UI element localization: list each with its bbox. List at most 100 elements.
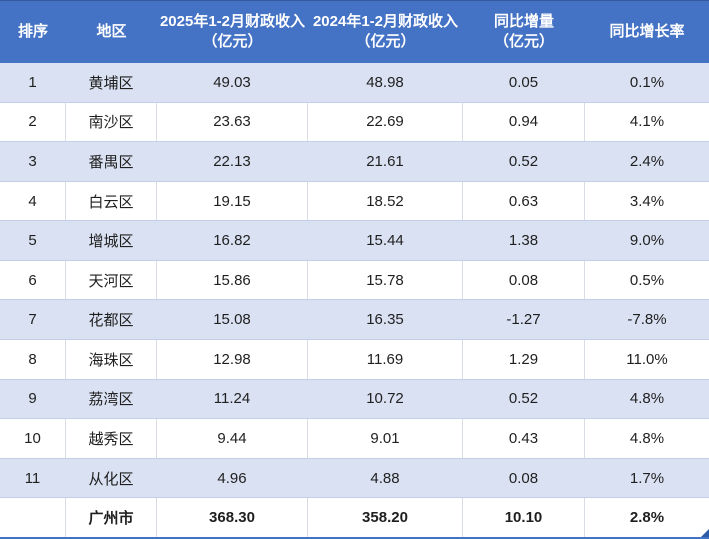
header-yoy-delta-label: 同比增量 (493, 13, 554, 30)
revenue-2025-cell: 16.82 (213, 232, 251, 250)
yoy-delta-cell: 1.38 (508, 232, 539, 250)
table-row: 6 天河区 15.86 15.78 0.08 0.5% (0, 259, 709, 300)
revenue-2024-cell: 22.69 (308, 102, 463, 142)
header-revenue-2025-label: 2025年1-2月财政收入 (159, 13, 306, 30)
rank-cell: 6 (0, 260, 66, 300)
header-yoy-delta-sub: （亿元） (493, 33, 554, 50)
growth-rate-cell: 1.7% (629, 469, 665, 487)
region-cell: 增城区 (88, 233, 134, 251)
table-row: 11 从化区 4.96 4.88 0.08 1.7% (0, 457, 709, 498)
revenue-2024-cell: 16.35 (366, 311, 404, 329)
table-row: 7 花都区 15.08 16.35 -1.27 -7.8% (0, 299, 709, 340)
region-cell: 黄埔区 (88, 74, 134, 92)
yoy-delta-cell: 0.52 (508, 390, 539, 408)
growth-rate-cell: 0.1% (629, 73, 665, 91)
header-rank-label: 排序 (17, 23, 48, 40)
region-cell: 海珠区 (66, 340, 157, 379)
revenue-2024-cell: 18.52 (308, 181, 463, 221)
table-row: 9 荔湾区 11.24 10.72 0.52 4.8% (0, 378, 709, 419)
growth-rate-cell: 11.0% (626, 350, 668, 368)
region-cell: 广州市 (66, 498, 157, 537)
table-row: 10 越秀区 9.44 9.01 0.43 4.8% (0, 418, 709, 458)
fill-handle-icon (701, 529, 709, 537)
yoy-delta-cell: -1.27 (506, 311, 541, 329)
revenue-2025-cell: 9.44 (157, 419, 308, 458)
yoy-delta-cell: 0.63 (463, 181, 585, 221)
rank-cell: 11 (24, 469, 41, 487)
revenue-2025-cell: 4.96 (217, 469, 247, 487)
yoy-delta-cell: 0.94 (463, 102, 585, 142)
revenue-2025-cell: 22.13 (213, 152, 251, 170)
rank-cell: 5 (28, 232, 37, 250)
table-row: 5 增城区 16.82 15.44 1.38 9.0% (0, 220, 709, 260)
table-row: 1 黄埔区 49.03 48.98 0.05 0.1% (0, 63, 709, 102)
region-cell: 白云区 (66, 181, 157, 221)
revenue-2024-cell: 10.72 (366, 390, 404, 408)
growth-rate-cell: 4.8% (629, 429, 665, 447)
region-cell: 越秀区 (66, 419, 157, 458)
table-body: 1 黄埔区 49.03 48.98 0.05 0.1% 2 南沙区 23.63 … (0, 63, 709, 537)
header-revenue-2025: 2025年1-2月财政收入 （亿元） (157, 1, 308, 63)
region-cell: 番禺区 (88, 153, 134, 171)
header-rank: 排序 (0, 1, 66, 63)
region-cell: 从化区 (88, 470, 134, 488)
revenue-2025-cell: 49.03 (213, 73, 251, 91)
header-yoy-delta: 同比增量 （亿元） (463, 1, 585, 63)
rank-cell: 8 (0, 340, 66, 379)
revenue-2025-cell: 15.86 (157, 260, 308, 300)
rank-cell: 1 (28, 73, 37, 91)
yoy-delta-cell: 0.08 (463, 260, 585, 300)
growth-rate-cell: 9.0% (629, 232, 665, 250)
revenue-2024-cell: 21.61 (366, 152, 404, 170)
header-revenue-2025-sub: （亿元） (202, 33, 263, 50)
revenue-2024-cell: 9.01 (308, 419, 463, 458)
revenue-2025-cell: 11.24 (213, 390, 251, 408)
header-region-label: 地区 (96, 23, 127, 40)
header-revenue-2024-sub: （亿元） (355, 33, 416, 50)
header-revenue-2024-label: 2024年1-2月财政收入 (312, 13, 459, 30)
revenue-2025-cell: 368.30 (157, 498, 308, 537)
revenue-2025-cell: 23.63 (157, 102, 308, 142)
growth-rate-cell: 4.8% (629, 390, 665, 408)
table-row: 8 海珠区 12.98 11.69 1.29 11.0% (0, 339, 709, 379)
yoy-delta-cell: 0.08 (508, 469, 539, 487)
region-cell: 天河区 (66, 260, 157, 300)
region-cell: 荔湾区 (88, 391, 134, 409)
revenue-2025-cell: 19.15 (157, 181, 308, 221)
revenue-2024-cell: 11.69 (308, 340, 463, 379)
table-row: 2 南沙区 23.63 22.69 0.94 4.1% (0, 101, 709, 142)
rank-cell: 3 (28, 152, 37, 170)
header-growth-rate-label: 同比增长率 (609, 23, 685, 40)
revenue-2024-cell: 15.44 (366, 232, 404, 250)
region-cell: 南沙区 (66, 102, 157, 142)
table-row: 3 番禺区 22.13 21.61 0.52 2.4% (0, 141, 709, 181)
growth-rate-cell: 4.1% (629, 113, 665, 131)
revenue-2024-cell: 358.20 (308, 498, 463, 537)
growth-rate-cell: 3.4% (629, 192, 665, 210)
header-growth-rate: 同比增长率 (585, 1, 709, 63)
header-region: 地区 (66, 1, 157, 63)
yoy-delta-cell: 10.10 (463, 498, 585, 537)
rank-cell: 9 (28, 390, 37, 408)
rank-cell: 10 (0, 419, 66, 458)
rank-cell: 2 (0, 102, 66, 142)
yoy-delta-cell: 0.05 (508, 73, 539, 91)
revenue-2024-cell: 15.78 (308, 260, 463, 300)
rank-cell: 7 (28, 311, 37, 329)
table-header-row: 排序 地区 2025年1-2月财政收入 （亿元） 2024年1-2月财政收入 （… (0, 1, 709, 63)
yoy-delta-cell: 1.29 (463, 340, 585, 379)
growth-rate-cell: 2.4% (629, 152, 665, 170)
revenue-2024-cell: 48.98 (366, 73, 404, 91)
growth-rate-cell: -7.8% (627, 311, 667, 329)
revenue-2025-cell: 15.08 (213, 311, 251, 329)
yoy-delta-cell: 0.43 (463, 419, 585, 458)
header-revenue-2024: 2024年1-2月财政收入 （亿元） (308, 1, 463, 63)
growth-rate-cell: 0.5% (629, 271, 665, 289)
region-cell: 花都区 (88, 312, 134, 330)
revenue-2024-cell: 4.88 (370, 469, 400, 487)
table-row: 4 白云区 19.15 18.52 0.63 3.4% (0, 180, 709, 221)
revenue-2025-cell: 12.98 (157, 340, 308, 379)
yoy-delta-cell: 0.52 (508, 152, 539, 170)
growth-rate-cell: 2.8% (629, 509, 665, 527)
